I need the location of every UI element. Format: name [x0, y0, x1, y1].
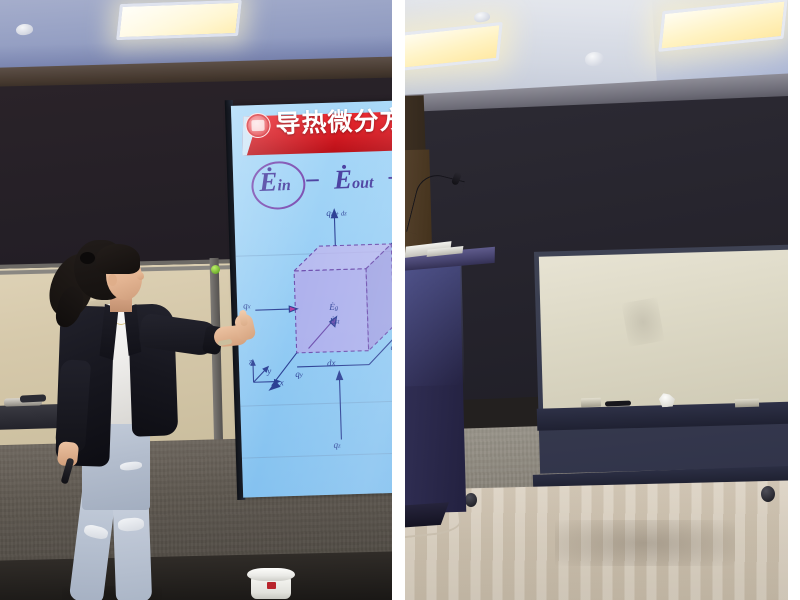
whiteboard-eraser — [580, 397, 602, 408]
cup-logo-mark — [267, 582, 276, 589]
whiteboard-eraser — [734, 398, 760, 408]
cup-lid — [247, 568, 295, 581]
control-volume-diagram: qz + dz qy+dy qx qz qy Ėg Ėst dx dy dz… — [234, 205, 392, 491]
right-photo — [405, 0, 788, 600]
floor-shadow — [555, 520, 735, 566]
necklace — [114, 310, 128, 325]
ear — [108, 274, 117, 286]
ceiling-panel-light-icon — [116, 0, 242, 41]
hair-tie — [80, 252, 95, 264]
hair-front — [96, 244, 140, 274]
coffee-cup — [247, 568, 295, 599]
pointing-finger — [238, 309, 249, 327]
left-presenter — [18, 230, 257, 600]
collage-right-margin — [788, 0, 800, 600]
screen-glare — [230, 100, 392, 498]
caster-wheel — [465, 493, 477, 507]
lectern-highlight — [405, 264, 465, 388]
whiteboard — [538, 249, 788, 415]
nose — [137, 272, 144, 280]
diagram-svg — [250, 208, 392, 440]
lowered-arm — [54, 359, 92, 453]
marker-pen — [604, 400, 632, 407]
collage-gutter — [392, 0, 405, 600]
caster-wheel — [761, 486, 775, 502]
left-photo: 导热微分方 Ėin − Ėout + Ėg — [0, 0, 392, 600]
light-diffuser — [119, 2, 239, 38]
projection-screen: 导热微分方 Ėin − Ėout + Ėg — [230, 100, 392, 498]
green-magnet-icon — [211, 265, 220, 274]
whiteboard-smudge — [621, 297, 665, 347]
